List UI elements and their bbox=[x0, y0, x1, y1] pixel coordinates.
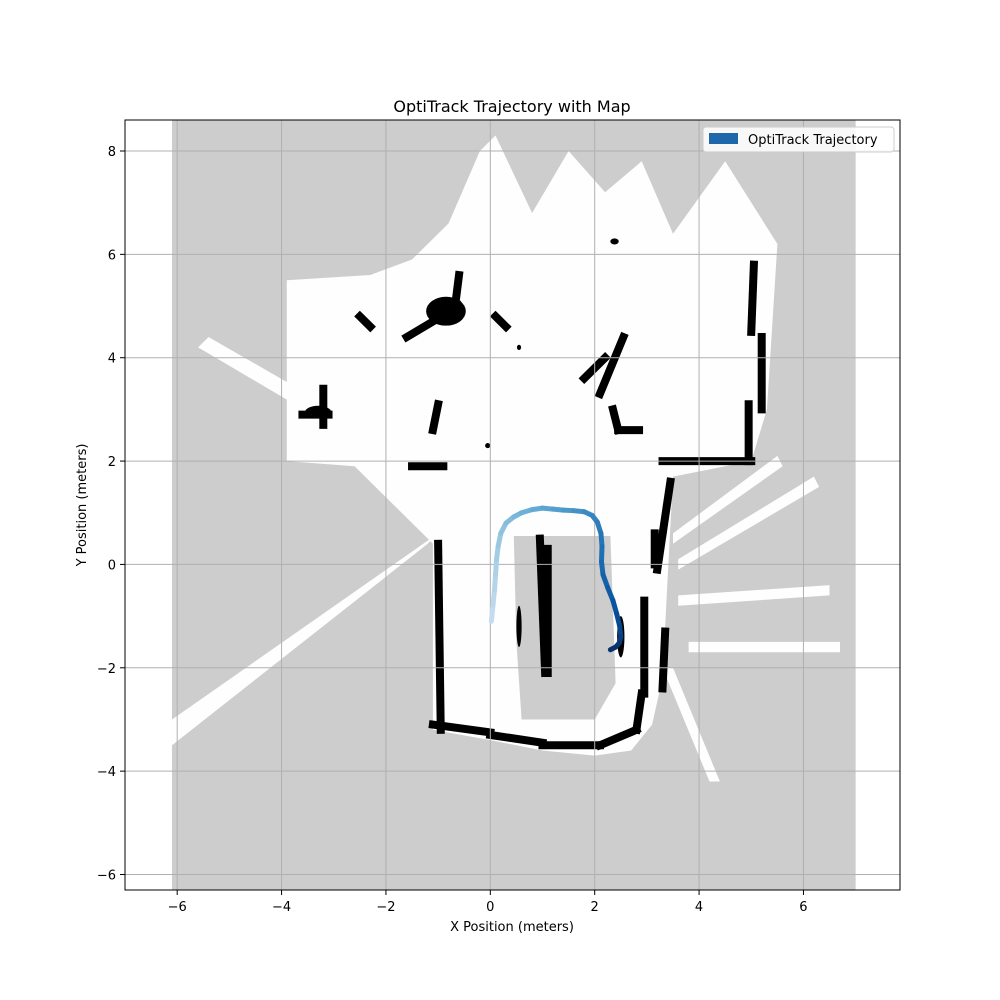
x-tick-label: 4 bbox=[695, 900, 703, 915]
map-obstacle-wall bbox=[658, 627, 670, 693]
legend: OptiTrack Trajectory bbox=[702, 126, 895, 153]
map-obstacle-blob bbox=[485, 442, 491, 449]
y-tick-label: 6 bbox=[108, 248, 116, 263]
map-free-ray bbox=[172, 533, 439, 746]
legend-label: OptiTrack Trajectory bbox=[748, 133, 878, 148]
y-tick-label: 2 bbox=[108, 455, 116, 470]
map-obstacle-blob bbox=[516, 344, 522, 350]
trajectory-segment bbox=[490, 587, 497, 609]
map-obstacle-blob bbox=[516, 605, 522, 648]
map-obstacle-blob bbox=[663, 497, 668, 539]
plot-area bbox=[125, 120, 900, 890]
chart-title: OptiTrack Trajectory with Map bbox=[393, 97, 630, 116]
x-tick-label: −2 bbox=[376, 900, 395, 915]
map-obstacle-wall bbox=[594, 331, 629, 400]
trajectory-series bbox=[488, 505, 624, 653]
y-tick-label: −2 bbox=[97, 662, 116, 677]
map-obstacle-wall bbox=[489, 310, 512, 333]
legend-box bbox=[702, 126, 895, 153]
map-obstacle-blob bbox=[305, 405, 332, 419]
map-obstacle-wall bbox=[434, 539, 445, 734]
y-axis-ticks: −6 −4 −2 0 2 4 6 8 bbox=[97, 145, 125, 883]
map-free-ray bbox=[678, 585, 830, 606]
map-obstacle-wall bbox=[485, 730, 548, 748]
trajectory-segment bbox=[607, 644, 619, 653]
map-obstacle-blob bbox=[426, 296, 466, 326]
y-tick-label: −4 bbox=[97, 765, 116, 780]
x-tick-label: −6 bbox=[168, 900, 187, 915]
x-tick-label: 2 bbox=[591, 900, 599, 915]
map-free-ray bbox=[688, 641, 840, 653]
map-obstacle-wall bbox=[354, 310, 376, 333]
plot-frame bbox=[124, 119, 901, 891]
x-axis-label: X Position (meters) bbox=[450, 920, 574, 935]
map-obstacle-wall bbox=[428, 399, 443, 435]
y-tick-label: −6 bbox=[97, 868, 116, 883]
trajectory-segment bbox=[491, 572, 499, 593]
x-tick-label: 0 bbox=[486, 900, 494, 915]
map-obstacle-blob bbox=[610, 238, 619, 245]
trajectory-segment bbox=[488, 603, 496, 624]
x-tick-label: −4 bbox=[272, 900, 291, 915]
y-tick-label: 8 bbox=[108, 145, 116, 160]
trajectory-segment bbox=[493, 556, 500, 578]
map-obstacle-wall bbox=[594, 724, 642, 751]
y-tick-label: 4 bbox=[108, 352, 116, 367]
map-free-region bbox=[286, 135, 778, 756]
y-axis-label: Y Position (meters) bbox=[75, 444, 90, 568]
map-free-ray bbox=[673, 455, 783, 544]
y-tick-label: 0 bbox=[108, 558, 116, 573]
map-free-ray bbox=[678, 476, 820, 570]
grid-lines bbox=[125, 120, 900, 890]
map-obstacle-wall bbox=[428, 720, 495, 737]
trajectory-segment bbox=[598, 543, 605, 565]
map-obstacle-wall bbox=[631, 689, 647, 735]
x-axis-ticks: −6 −4 −2 0 2 4 6 bbox=[168, 890, 808, 915]
occupancy-map bbox=[171, 120, 856, 890]
map-free-ray bbox=[662, 667, 720, 782]
map-obstacle-wall bbox=[747, 260, 759, 337]
x-tick-label: 6 bbox=[799, 900, 807, 915]
legend-swatch bbox=[709, 133, 738, 144]
